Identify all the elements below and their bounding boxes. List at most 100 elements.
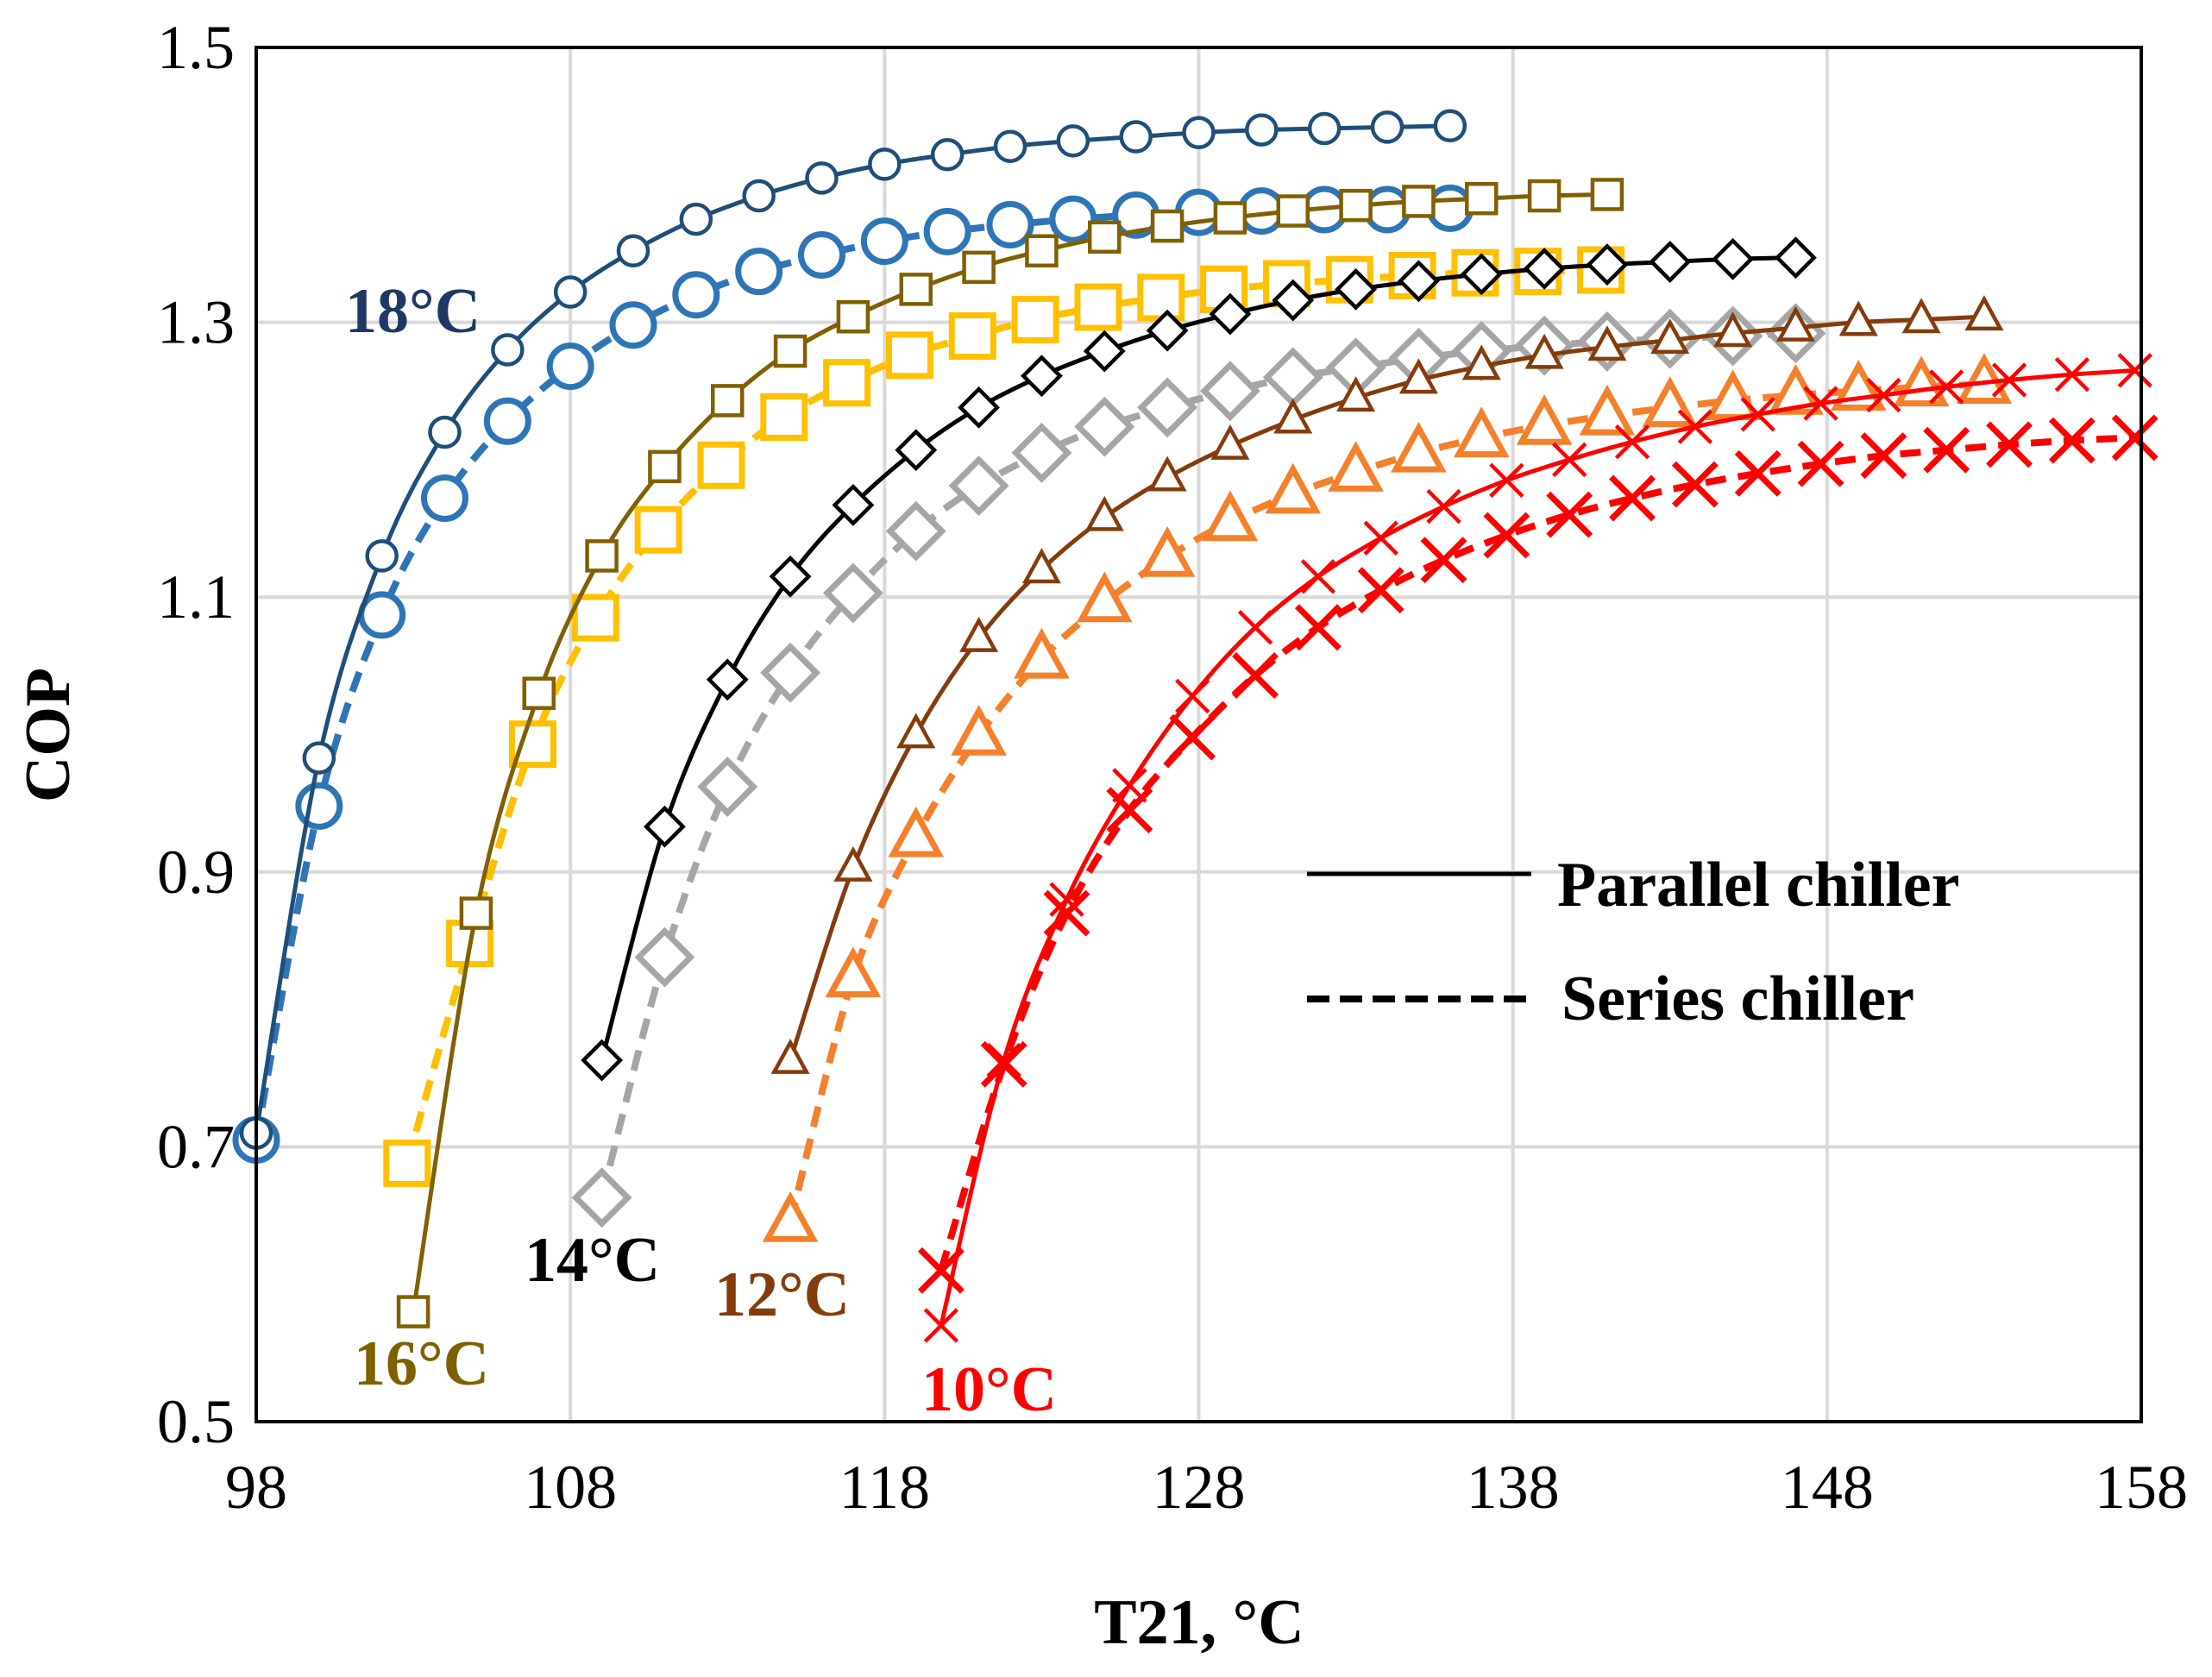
point-18c-parallel-10	[868, 148, 902, 181]
point-14c-series-1	[634, 926, 695, 988]
point-14c-parallel-7	[1020, 355, 1063, 398]
point-12c-parallel-13	[1587, 325, 1627, 361]
point-16c-parallel-6	[773, 334, 808, 368]
series-14c-parallel	[581, 236, 1817, 1082]
point-16c-parallel-9	[962, 250, 996, 285]
point-10c-parallel-16	[1929, 369, 1964, 405]
point-16c-parallel-4	[648, 449, 682, 484]
point-16c-parallel-13	[1213, 201, 1247, 235]
point-18c-parallel-17	[1307, 111, 1342, 146]
point-14c-series-3	[760, 642, 821, 703]
point-10c-parallel-13	[1740, 397, 1775, 432]
point-16c-series-4	[634, 506, 682, 554]
x-tick-label-158: 158	[2095, 1453, 2188, 1522]
x-tick-label-128: 128	[1153, 1453, 1246, 1522]
point-10c-series-12	[1671, 461, 1719, 508]
series-12c-series	[762, 353, 2013, 1242]
curve-label-12c: 12°C	[714, 1259, 850, 1330]
y-tick-label-1.5: 1.5	[157, 13, 235, 82]
line-18c-series	[253, 204, 1450, 1141]
point-16c-parallel-1	[459, 896, 493, 930]
point-18c-parallel-12	[993, 129, 1027, 163]
point-12c-parallel-6	[1147, 455, 1187, 492]
point-12c-parallel-1	[833, 845, 873, 882]
point-14c-parallel-13	[1397, 260, 1440, 303]
point-10c-series-4	[1169, 713, 1216, 761]
x-tick-label-118: 118	[839, 1453, 930, 1522]
point-16c-parallel-0	[396, 1295, 430, 1328]
point-14c-parallel-0	[581, 1039, 624, 1082]
point-14c-parallel-8	[1083, 330, 1126, 373]
point-18c-parallel-1	[302, 741, 336, 775]
point-16c-series-3	[571, 594, 619, 642]
point-18c-series-4	[483, 397, 531, 445]
point-16c-parallel-19	[1590, 178, 1624, 211]
data-series	[232, 109, 2159, 1343]
point-14c-series-7	[1011, 422, 1072, 483]
x-tick-label-98: 98	[225, 1453, 287, 1522]
point-12c-series-6	[1139, 525, 1196, 577]
point-14c-series-6	[948, 455, 1009, 517]
point-16c-parallel-17	[1465, 181, 1499, 216]
point-18c-parallel-16	[1245, 113, 1279, 147]
point-12c-parallel-7	[1210, 424, 1250, 460]
point-10c-parallel-17	[1991, 362, 2027, 398]
point-18c-series-12	[986, 200, 1034, 248]
point-14c-parallel-18	[1712, 237, 1755, 280]
point-18c-series-15	[1175, 188, 1222, 236]
plot-area-frame	[255, 46, 2143, 1423]
point-10c-series-15	[1860, 432, 1907, 480]
point-12c-series-12	[1516, 394, 1573, 445]
point-16c-series-6	[760, 393, 808, 442]
point-14c-parallel-2	[706, 658, 749, 701]
legend-series-label: Series chiller	[1562, 964, 1914, 1034]
curve-label-16c: 16°C	[354, 1328, 489, 1399]
point-16c-parallel-18	[1527, 179, 1562, 213]
point-12c-parallel-0	[770, 1038, 810, 1074]
line-10c-parallel	[939, 367, 2135, 1327]
series-14c-series	[571, 303, 1826, 1228]
point-12c-series-10	[1391, 421, 1447, 473]
point-14c-parallel-16	[1586, 243, 1629, 286]
point-14c-series-4	[822, 562, 883, 624]
point-10c-parallel-7	[1363, 520, 1398, 556]
point-18c-parallel-3	[428, 415, 462, 449]
point-14c-series-8	[1074, 396, 1135, 457]
point-18c-parallel-11	[930, 138, 965, 172]
line-16c-series	[403, 267, 1601, 1165]
point-10c-parallel-10	[1552, 442, 1587, 478]
series-10c-parallel	[923, 353, 2152, 1343]
point-18c-series-5	[546, 342, 594, 391]
point-12c-series-11	[1453, 406, 1510, 458]
x-tick-label-138: 138	[1467, 1453, 1560, 1522]
point-12c-parallel-4	[1021, 548, 1061, 584]
y-tick-label-0.9: 0.9	[157, 838, 235, 907]
point-10c-parallel-9	[1489, 462, 1524, 498]
point-18c-parallel-7	[679, 202, 713, 236]
point-14c-parallel-9	[1146, 309, 1189, 352]
legend: Parallel chiller Series chiller	[1307, 850, 1959, 1034]
line-12c-parallel	[788, 314, 1985, 1061]
point-14c-parallel-15	[1523, 248, 1566, 290]
point-12c-parallel-12	[1524, 333, 1564, 369]
point-12c-series-13	[1579, 384, 1636, 436]
point-14c-parallel-5	[895, 429, 938, 472]
point-16c-series-7	[823, 359, 871, 407]
curve-label-14c: 14°C	[525, 1225, 660, 1296]
point-14c-parallel-3	[769, 555, 812, 598]
point-18c-series-9	[798, 231, 845, 280]
point-16c-series-8	[885, 331, 933, 380]
y-tick-label-1.1: 1.1	[157, 562, 235, 631]
point-16c-parallel-2	[522, 676, 556, 710]
x-tick-label-108: 108	[524, 1453, 617, 1522]
point-18c-series-7	[672, 271, 720, 319]
y-tick-label-1.3: 1.3	[157, 288, 235, 357]
point-14c-parallel-19	[1774, 236, 1817, 280]
point-16c-series-5	[697, 441, 745, 489]
point-12c-parallel-8	[1273, 398, 1313, 434]
line-14c-series	[598, 330, 1796, 1199]
y-axis-title: COP	[13, 668, 84, 802]
line-12c-series	[787, 380, 1985, 1223]
